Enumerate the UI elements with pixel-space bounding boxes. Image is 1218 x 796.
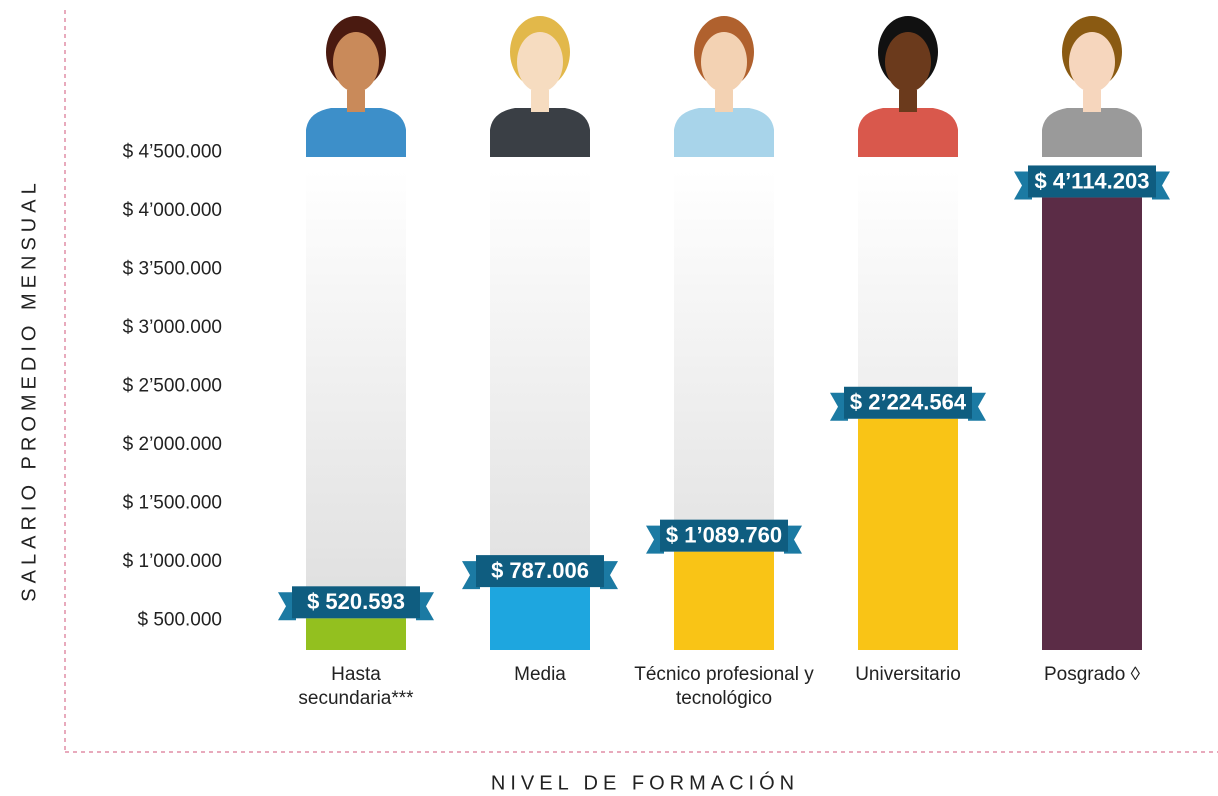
avatar: [1042, 16, 1142, 157]
avatar-neck: [531, 90, 549, 112]
bar: [674, 552, 774, 650]
x-axis-title: NIVEL DE FORMACIÓN: [491, 771, 799, 794]
bar-background: [306, 170, 406, 650]
y-tick-label: $ 4’000.000: [123, 200, 222, 221]
value-ribbon: $ 2’224.564: [830, 387, 986, 421]
avatar-shoulders: [858, 108, 958, 157]
avatar: [858, 16, 958, 157]
avatar: [306, 16, 406, 157]
avatar-shoulders: [1042, 108, 1142, 157]
y-tick-label: $ 1’500.000: [123, 493, 222, 514]
y-tick-label: $ 2’000.000: [123, 434, 222, 455]
avatar-face: [333, 32, 379, 92]
x-tick-label: Universitario: [848, 663, 968, 687]
value-label: $ 787.006: [491, 558, 589, 583]
x-tick-label: Posgrado ◊: [1032, 663, 1152, 687]
x-tick-label: Media: [480, 663, 600, 687]
y-tick-label: $ 3’500.000: [123, 258, 222, 279]
bar: [858, 419, 958, 650]
bar: [1042, 197, 1142, 650]
avatar-neck: [899, 90, 917, 112]
avatar-face: [1069, 32, 1115, 92]
avatar-shoulders: [674, 108, 774, 157]
avatar-neck: [1083, 90, 1101, 112]
value-ribbon: $ 4’114.203: [1014, 165, 1170, 199]
avatar-shoulders: [306, 108, 406, 157]
avatar-face: [701, 32, 747, 92]
value-label: $ 2’224.564: [850, 390, 967, 415]
value-label: $ 4’114.203: [1034, 168, 1149, 193]
avatar-face: [517, 32, 563, 92]
value-ribbon: $ 1’089.760: [646, 520, 802, 554]
avatar: [674, 16, 774, 157]
bar: [306, 618, 406, 650]
avatar-face: [885, 32, 931, 92]
value-ribbon: $ 787.006: [462, 555, 618, 589]
avatar: [490, 16, 590, 157]
value-label: $ 1’089.760: [666, 522, 782, 547]
bar: [490, 587, 590, 650]
avatar-neck: [715, 90, 733, 112]
y-tick-label: $ 4’500.000: [123, 141, 222, 162]
page: {"chart_data": {"type": "bar", "x_label"…: [0, 0, 1218, 796]
y-tick-label: $ 500.000: [137, 610, 222, 631]
x-tick-label: Hasta secundaria***: [296, 663, 416, 711]
value-label: $ 520.593: [307, 589, 405, 614]
value-ribbon: $ 520.593: [278, 586, 434, 620]
avatar-shoulders: [490, 108, 590, 157]
y-tick-label: $ 1’000.000: [123, 551, 222, 572]
x-tick-label: Técnico profesional y tecnológico: [624, 663, 824, 711]
y-tick-label: $ 3’000.000: [123, 317, 222, 338]
avatar-neck: [347, 90, 365, 112]
y-axis-title: SALARIO PROMEDIO MENSUAL: [18, 178, 40, 601]
y-tick-label: $ 2’500.000: [123, 376, 222, 397]
